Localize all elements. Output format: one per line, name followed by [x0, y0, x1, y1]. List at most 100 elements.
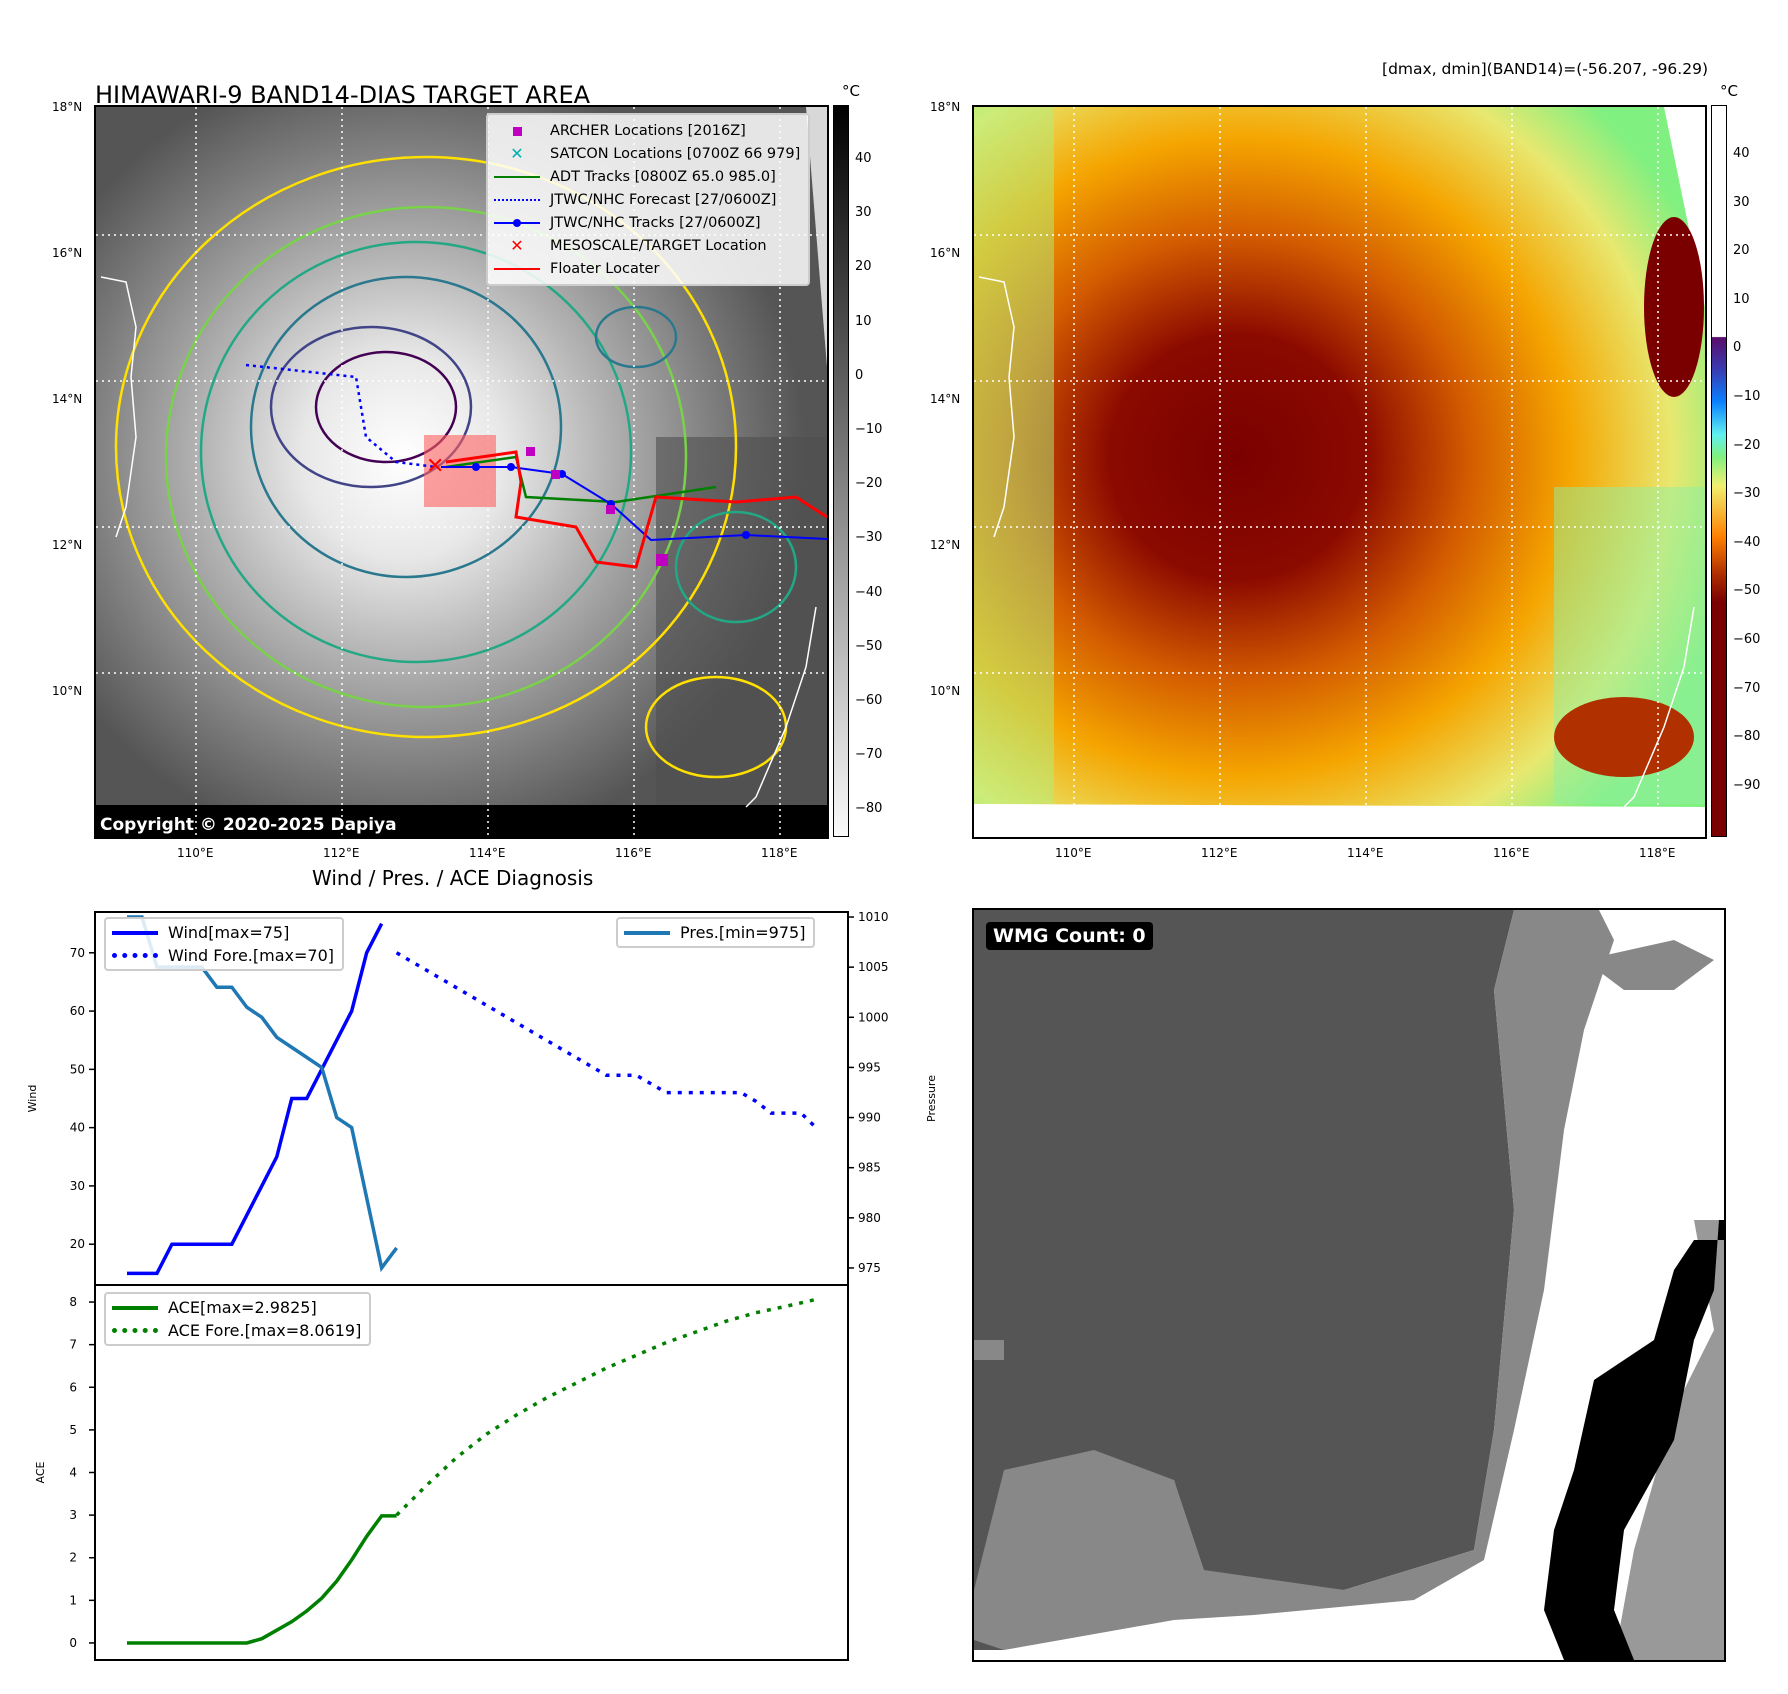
ace-line [127, 1514, 397, 1645]
legend-ace: ACE[max=2.9825] [168, 1298, 317, 1317]
lon-tick: 110°E [1055, 846, 1092, 860]
ace-ytick-label: 6 [69, 1380, 77, 1394]
colorbar-tick: −90 [1733, 777, 1761, 793]
colorbar-tick: 30 [855, 205, 872, 221]
pressure-axis-label: Pressure [925, 1075, 938, 1122]
lon-tick: 112°E [1201, 846, 1238, 860]
ir-map-image: ✕ [96, 107, 827, 837]
awv-map-image [974, 107, 1705, 837]
wind-legend: Wind[max=75] Wind Fore.[max=70] [104, 917, 344, 971]
line-dot-icon [494, 218, 540, 227]
legend-ace-forecast: ACE Fore.[max=8.0619] [168, 1321, 362, 1340]
legend-item-satcon: ✕ SATCON Locations [0700Z 66 979] [488, 142, 808, 165]
colorbar-tick: −80 [855, 801, 883, 817]
colorbar-unit-right: °C [1720, 82, 1738, 100]
x-icon: ✕ [510, 144, 524, 163]
x-icon: ✕ [510, 236, 524, 255]
colorbar-tick: 0 [855, 367, 864, 383]
colorbar-tick: −60 [855, 693, 883, 708]
lat-tick: 10°N [930, 684, 961, 698]
lon-tick: 110°E [177, 846, 214, 860]
ace-ytick-label: 2 [69, 1551, 77, 1565]
pressure-ytick-label: 1010 [858, 910, 889, 924]
colorbar-tick: −40 [1733, 534, 1761, 550]
diagnosis-title: Wind / Pres. / ACE Diagnosis [312, 866, 594, 890]
colorbar-tick: −60 [1733, 632, 1761, 647]
square-icon [512, 127, 522, 136]
colorbar-tick: 10 [1733, 291, 1750, 307]
lat-tick: 18°N [52, 100, 83, 114]
ace-ytick-label: 4 [69, 1466, 77, 1480]
band14-range: [dmax, dmin](BAND14)=(-56.207, -96.29) [1382, 60, 1708, 78]
colorbar-left [833, 105, 849, 837]
colorbar-tick: −80 [1733, 729, 1761, 745]
colorbar-tick: 0 [1733, 340, 1742, 356]
colorbar-tick: 30 [1733, 194, 1750, 210]
lon-tick: 116°E [615, 846, 652, 860]
lat-tick: 12°N [930, 538, 961, 552]
lon-tick: 116°E [1493, 846, 1530, 860]
wmg-panel: WMG Count: 0 [972, 908, 1726, 1662]
colorbar-tick: −70 [855, 747, 883, 763]
ir-map-panel: ✕ Copyright © 2020-2025 Dapiya ARCHER Lo… [94, 105, 829, 839]
ace-axis-label: ACE [34, 1461, 47, 1483]
legend-item-archer: ARCHER Locations [2016Z] [488, 119, 808, 142]
lon-tick: 112°E [323, 846, 360, 860]
lon-tick: 118°E [761, 846, 798, 860]
legend-wind-forecast: Wind Fore.[max=70] [168, 946, 334, 965]
wind-ytick-label: 70 [70, 946, 85, 960]
legend-item-jtwc-tracks: JTWC/NHC Tracks [27/0600Z] [488, 211, 808, 234]
pressure-ytick-label: 975 [858, 1261, 881, 1275]
ace-ytick-label: 7 [69, 1338, 77, 1352]
map-legend: ARCHER Locations [2016Z] ✕ SATCON Locati… [486, 113, 810, 286]
pressure-ytick-label: 990 [858, 1111, 881, 1125]
colorbar-tick: −70 [1733, 680, 1761, 696]
colorbar-tick: 10 [855, 313, 872, 329]
floater-track [445, 450, 827, 569]
colorbar-tick: 40 [855, 151, 872, 166]
legend-pressure: Pres.[min=975] [680, 923, 806, 942]
wmg-count-badge: WMG Count: 0 [986, 922, 1153, 950]
wind-ytick-label: 40 [70, 1121, 85, 1135]
pressure-ytick-label: 995 [858, 1060, 881, 1074]
colorbar-tick: −40 [855, 584, 883, 600]
diagnosis-chart: 20 30 40 50 60 70 975 980 985 990 995 1000 1005 1010 0… [26, 910, 938, 1661]
legend-item-jtwc-forecast: JTWC/NHC Forecast [27/0600Z] [488, 188, 808, 211]
legend-wind: Wind[max=75] [168, 923, 290, 942]
dotted-line-icon [112, 1328, 158, 1333]
lat-tick: 14°N [930, 392, 961, 406]
ace-legend: ACE[max=2.9825] ACE Fore.[max=8.0619] [104, 1292, 372, 1346]
colorbar-tick: −50 [855, 638, 883, 654]
title-line-1: HIMAWARI-9 BAND14-DIAS TARGET AREA [95, 81, 591, 109]
solid-line-icon [494, 175, 540, 178]
lon-tick: 118°E [1639, 846, 1676, 860]
colorbar-tick: −10 [855, 422, 883, 437]
wmg-image [974, 910, 1724, 1660]
colorbar-tick: −10 [1733, 389, 1761, 404]
pressure-ytick-label: 1005 [858, 960, 889, 974]
solid-line-icon [112, 930, 158, 935]
wind-line [127, 922, 384, 1276]
colorbar-tick: −30 [855, 530, 883, 546]
lat-tick: 12°N [52, 538, 83, 552]
colorbar-tick: −50 [1733, 583, 1761, 599]
ace-ytick-label: 1 [69, 1593, 77, 1607]
pressure-ytick-label: 1000 [858, 1010, 889, 1024]
lat-tick: 10°N [52, 684, 83, 698]
ace-ytick-label: 3 [69, 1508, 77, 1522]
legend-item-target: ✕ MESOSCALE/TARGET Location [488, 234, 808, 257]
lat-tick: 14°N [52, 392, 83, 406]
pressure-legend: Pres.[min=975] [616, 917, 816, 948]
lat-tick: 16°N [52, 246, 83, 260]
wind-ytick-label: 30 [70, 1179, 85, 1193]
pressure-ytick-label: 980 [858, 1211, 881, 1225]
colorbar-tick: −20 [1733, 437, 1761, 453]
colorbar-tick: 20 [855, 259, 872, 275]
wind-axis-label: Wind [26, 1085, 39, 1113]
copyright-label: Copyright © 2020-2025 Dapiya [100, 815, 397, 835]
awv-map-panel [972, 105, 1707, 839]
colorbar-tick: 40 [1733, 146, 1750, 161]
legend-item-floater: Floater Locater [488, 257, 808, 280]
colorbar-tick: 20 [1733, 243, 1750, 259]
colorbar-tick: −20 [855, 476, 883, 492]
